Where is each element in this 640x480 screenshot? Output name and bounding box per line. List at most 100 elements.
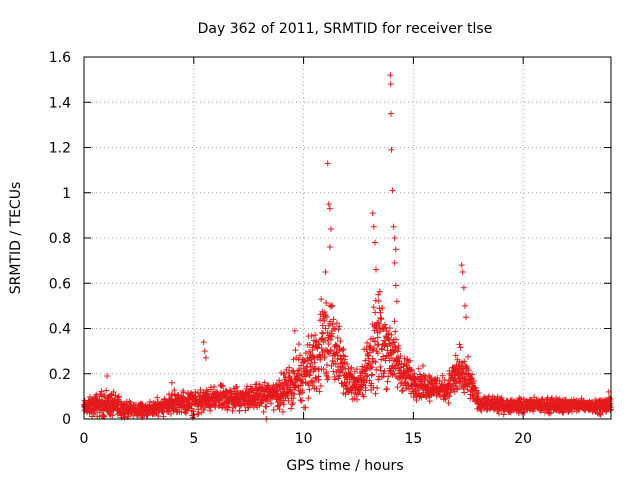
data-point	[461, 389, 468, 396]
data-point	[297, 397, 304, 404]
data-point	[362, 367, 369, 374]
data-points	[81, 72, 614, 422]
data-point	[363, 346, 370, 353]
data-point	[446, 393, 453, 400]
data-point	[319, 330, 326, 337]
data-point	[351, 390, 358, 397]
data-point	[394, 384, 401, 391]
data-point	[458, 374, 465, 381]
data-point	[335, 326, 342, 333]
data-point	[374, 334, 381, 341]
data-point	[276, 406, 283, 413]
data-point	[330, 316, 337, 323]
data-point	[211, 383, 218, 390]
data-point	[381, 368, 388, 375]
data-point	[347, 366, 354, 373]
data-point	[376, 323, 383, 330]
data-point	[264, 398, 271, 405]
data-point	[289, 367, 296, 374]
data-point	[461, 358, 468, 365]
data-point	[370, 304, 377, 311]
data-point	[318, 329, 325, 336]
data-point	[147, 398, 154, 405]
data-point	[288, 389, 295, 396]
data-point	[372, 309, 379, 316]
data-point	[362, 357, 369, 364]
data-point	[322, 325, 329, 332]
data-point	[292, 347, 299, 354]
data-point	[397, 364, 404, 371]
x-tick-labels: 0 5 10 15 20	[80, 431, 533, 447]
data-point-notable	[370, 223, 377, 230]
data-point	[312, 365, 319, 372]
data-point	[566, 408, 573, 415]
data-point	[298, 378, 305, 385]
data-point	[340, 345, 347, 352]
data-point	[409, 367, 416, 374]
data-point	[420, 362, 427, 369]
data-point	[305, 382, 312, 389]
data-point	[406, 357, 413, 364]
data-point	[344, 361, 351, 368]
data-point	[362, 387, 369, 394]
data-point	[155, 413, 162, 420]
data-point	[315, 376, 322, 383]
data-point	[305, 395, 312, 402]
data-point	[175, 391, 182, 398]
data-point-notable	[318, 296, 325, 303]
data-point	[335, 373, 342, 380]
y-tick-label: 0.8	[49, 231, 71, 247]
data-point	[399, 387, 406, 394]
data-point	[284, 392, 291, 399]
data-point	[450, 385, 457, 392]
data-point	[301, 358, 308, 365]
data-point	[369, 371, 376, 378]
data-point	[372, 390, 379, 397]
data-point	[311, 359, 318, 366]
data-point	[171, 402, 178, 409]
data-point	[263, 403, 270, 410]
data-point	[109, 412, 116, 419]
data-point	[337, 338, 344, 345]
data-point	[324, 361, 331, 368]
data-point	[296, 366, 303, 373]
data-point-notable	[389, 187, 396, 194]
data-point-notable	[325, 201, 332, 208]
data-point	[167, 410, 174, 417]
data-point	[371, 345, 378, 352]
data-point	[495, 410, 502, 417]
y-tick-label: 1.4	[49, 95, 71, 111]
data-point	[260, 408, 267, 415]
y-tick-label: 1.2	[49, 141, 71, 157]
data-point	[441, 377, 448, 384]
data-point	[300, 365, 307, 372]
data-point	[313, 338, 320, 345]
data-point	[375, 376, 382, 383]
data-point-notable	[390, 223, 397, 230]
data-point	[320, 366, 327, 373]
data-point	[364, 339, 371, 346]
data-point	[330, 368, 337, 375]
data-point	[329, 321, 336, 328]
data-point	[295, 367, 302, 374]
data-point	[392, 365, 399, 372]
data-point	[379, 304, 386, 311]
data-point-notable	[458, 262, 465, 269]
data-point	[360, 393, 367, 400]
data-point	[308, 333, 315, 340]
data-point	[334, 352, 341, 359]
data-point	[368, 364, 375, 371]
data-point-notable	[460, 284, 467, 291]
data-point-notable	[391, 259, 398, 266]
data-point	[256, 380, 263, 387]
data-point	[306, 386, 313, 393]
data-point	[353, 366, 360, 373]
y-tick-label: 0.2	[49, 367, 71, 383]
data-point-notable	[200, 339, 207, 346]
data-point	[302, 350, 309, 357]
data-point	[457, 344, 464, 351]
y-tick-label: 1.6	[49, 50, 71, 66]
data-point	[188, 405, 195, 412]
data-point	[381, 321, 388, 328]
